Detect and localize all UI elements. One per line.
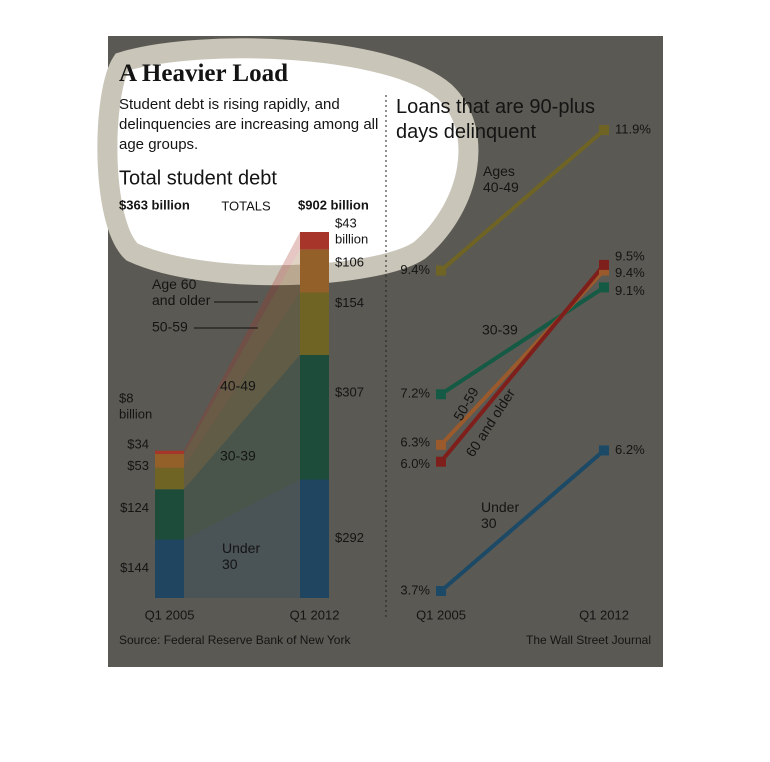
series-label: Ages 40-49 bbox=[483, 163, 519, 195]
value-label: $34 bbox=[127, 436, 149, 451]
marker bbox=[599, 259, 609, 270]
highlight-blob bbox=[97, 38, 479, 286]
value-label: $43 billion bbox=[335, 216, 368, 247]
marker bbox=[436, 265, 446, 276]
bar-segment bbox=[300, 249, 329, 293]
x-tick-label: Q1 2012 bbox=[579, 607, 629, 622]
value-label: $154 bbox=[335, 295, 364, 310]
line bbox=[439, 448, 606, 593]
totals-label: TOTALS bbox=[221, 198, 271, 213]
flow-band bbox=[184, 232, 300, 454]
flow-band bbox=[184, 479, 300, 598]
title: A Heavier Load bbox=[119, 60, 288, 87]
value-label: $144 bbox=[120, 560, 149, 575]
subtitle: Student debt is rising rapidly, and deli… bbox=[119, 96, 379, 153]
series-label: Under 30 bbox=[222, 540, 264, 572]
total-label: $902 billion bbox=[298, 197, 369, 212]
chart-title: Total student debt bbox=[119, 167, 277, 189]
flow-band bbox=[184, 354, 300, 540]
value-label: 9.4% bbox=[615, 265, 645, 280]
bar-segment bbox=[155, 539, 184, 598]
value-label: 11.9% bbox=[615, 121, 651, 136]
value-label: 6.3% bbox=[400, 434, 430, 449]
x-tick-label: Q1 2005 bbox=[145, 607, 195, 622]
value-label: 3.7% bbox=[400, 582, 430, 597]
value-label: 6.2% bbox=[615, 442, 645, 457]
flow-band bbox=[184, 249, 300, 468]
series-label: 40-49 bbox=[220, 378, 256, 394]
bar-segment bbox=[300, 292, 329, 355]
bar-segment bbox=[155, 467, 184, 490]
marker bbox=[436, 586, 446, 596]
value-label: $124 bbox=[120, 500, 149, 515]
value-label: 7.2% bbox=[400, 386, 430, 401]
x-tick-label: Q1 2012 bbox=[290, 607, 340, 622]
line bbox=[439, 128, 606, 273]
value-label: 9.4% bbox=[400, 262, 430, 277]
source: Source: Federal Reserve Bank of New York bbox=[119, 633, 351, 647]
bar-segment bbox=[155, 453, 184, 468]
bar-segment bbox=[300, 232, 329, 250]
series-label: 30-39 bbox=[220, 448, 256, 464]
marker bbox=[436, 456, 446, 467]
line bbox=[439, 263, 606, 463]
value-label: 9.5% bbox=[615, 248, 645, 263]
marker bbox=[599, 265, 609, 276]
value-label: $292 bbox=[335, 530, 364, 545]
series-label: Age 60 and older bbox=[152, 276, 211, 308]
chart-title: Loans that are 90-plus days delinquent bbox=[396, 96, 596, 143]
total-label: $363 billion bbox=[119, 197, 190, 212]
series-label: 30-39 bbox=[482, 322, 518, 338]
bar-segment bbox=[155, 450, 184, 454]
marker bbox=[436, 439, 446, 450]
marker bbox=[599, 445, 609, 456]
credit: The Wall Street Journal bbox=[526, 633, 651, 647]
value-label: 9.1% bbox=[615, 283, 645, 298]
line bbox=[439, 285, 606, 396]
marker bbox=[436, 389, 446, 400]
value-label: 6.0% bbox=[400, 456, 430, 471]
value-label: $53 bbox=[127, 458, 149, 473]
marker bbox=[599, 282, 609, 293]
value-label: $307 bbox=[335, 385, 364, 400]
flow-band bbox=[184, 292, 300, 490]
x-tick-label: Q1 2005 bbox=[416, 607, 466, 622]
bar-segment bbox=[300, 354, 329, 480]
bar-segment bbox=[300, 479, 329, 598]
marker bbox=[599, 125, 609, 135]
series-label: Under 30 bbox=[481, 499, 523, 531]
value-label: $8 billion bbox=[119, 391, 152, 422]
series-label: 50-59 bbox=[152, 319, 188, 335]
value-label: $106 bbox=[335, 254, 364, 269]
bar-segment bbox=[155, 489, 184, 540]
